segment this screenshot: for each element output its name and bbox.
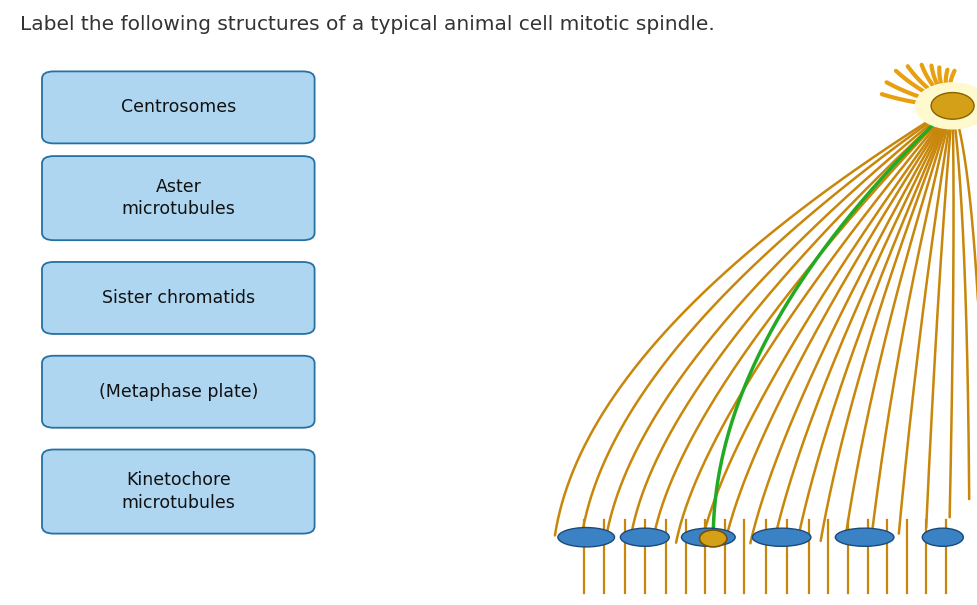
FancyBboxPatch shape bbox=[42, 450, 315, 534]
Circle shape bbox=[915, 83, 977, 129]
Ellipse shape bbox=[682, 528, 735, 546]
Text: (Metaphase plate): (Metaphase plate) bbox=[99, 383, 258, 401]
Text: Sister chromatids: Sister chromatids bbox=[102, 289, 255, 307]
FancyBboxPatch shape bbox=[42, 356, 315, 428]
Text: Kinetochore
microtubules: Kinetochore microtubules bbox=[121, 471, 235, 512]
Ellipse shape bbox=[835, 528, 894, 546]
Ellipse shape bbox=[922, 528, 963, 546]
FancyBboxPatch shape bbox=[42, 262, 315, 334]
Ellipse shape bbox=[558, 528, 615, 547]
Text: Aster
microtubules: Aster microtubules bbox=[121, 178, 235, 218]
FancyBboxPatch shape bbox=[42, 156, 315, 240]
Text: Label the following structures of a typical animal cell mitotic spindle.: Label the following structures of a typi… bbox=[20, 15, 714, 34]
Ellipse shape bbox=[752, 528, 811, 546]
Ellipse shape bbox=[620, 528, 669, 546]
Text: Centrosomes: Centrosomes bbox=[121, 99, 235, 116]
Circle shape bbox=[931, 93, 974, 119]
FancyBboxPatch shape bbox=[42, 71, 315, 143]
Circle shape bbox=[700, 530, 727, 547]
